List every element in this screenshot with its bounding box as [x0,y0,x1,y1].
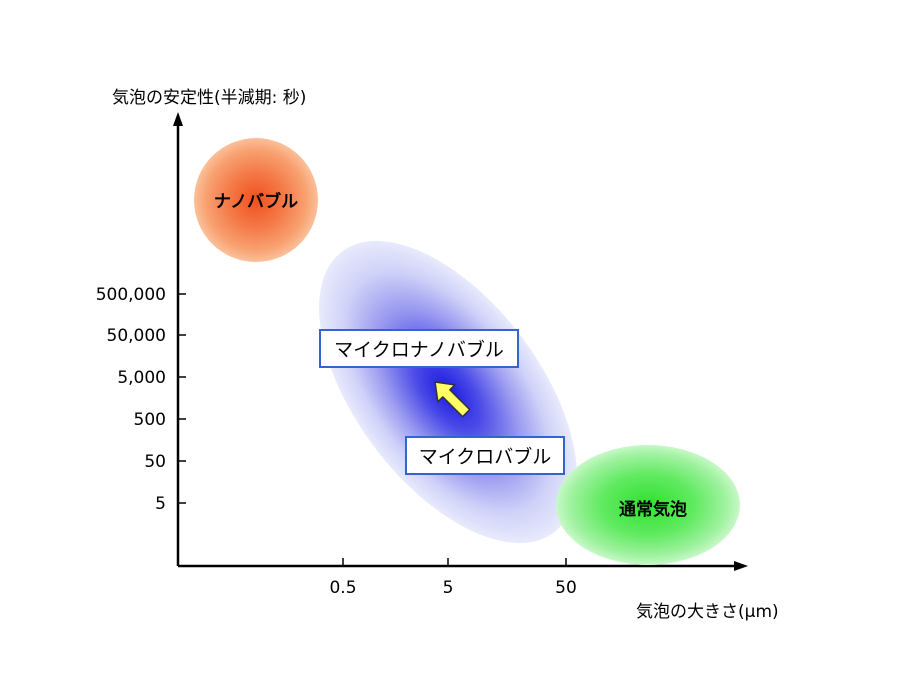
y-axis-label: 気泡の安定性(半減期: 秒) [112,88,306,108]
y-tick-label: 5 [155,494,166,514]
micro-nano-bubble-label: マイクロナノバブル [334,338,504,361]
microbubble-label: マイクロバブル [419,445,552,468]
y-tick-label: 50 [144,452,166,472]
normal-bubble-region [556,445,740,565]
x-tick-label: 5 [443,578,454,598]
up-left-arrow-icon [434,381,471,418]
y-tick-label: 5,000 [117,368,166,388]
x-tick-label: 50 [555,578,577,598]
x-axis-label: 気泡の大きさ(μm) [636,602,779,622]
normal-bubble-label: 通常気泡 [619,499,687,520]
y-axis-arrowhead [173,112,183,126]
y-tick-label: 500 [134,410,166,430]
x-axis-arrowhead [734,561,748,571]
micro-nano-bubble-label-box [319,329,519,368]
x-tick-label: 0.5 [329,578,356,598]
y-tick-label: 50,000 [107,326,166,346]
nanobubble-label: ナノバブル [214,191,298,212]
microbubble-label-box [405,436,565,475]
y-tick-label: 500,000 [96,285,166,305]
nanobubble-region [194,138,318,262]
